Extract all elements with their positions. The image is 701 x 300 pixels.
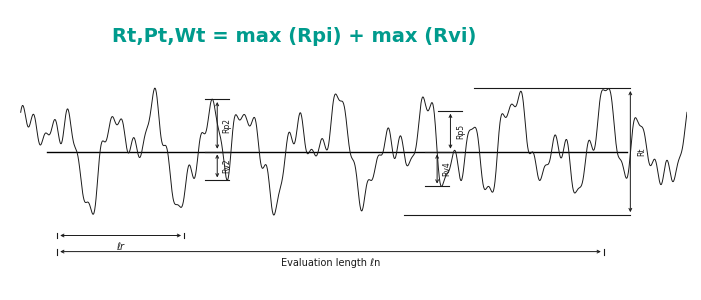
Text: Rp2: Rp2 [223,118,231,133]
Text: Rt: Rt [637,147,646,156]
Text: ℓr: ℓr [116,242,125,252]
Text: Rv2: Rv2 [223,159,231,173]
Text: Rt,Pt,Wt = max (Rpi) + max (Rvi): Rt,Pt,Wt = max (Rpi) + max (Rvi) [112,26,477,46]
Text: Evaluation length ℓn: Evaluation length ℓn [281,258,380,268]
Text: Rp5: Rp5 [456,124,465,139]
Text: Rv4: Rv4 [442,162,451,176]
